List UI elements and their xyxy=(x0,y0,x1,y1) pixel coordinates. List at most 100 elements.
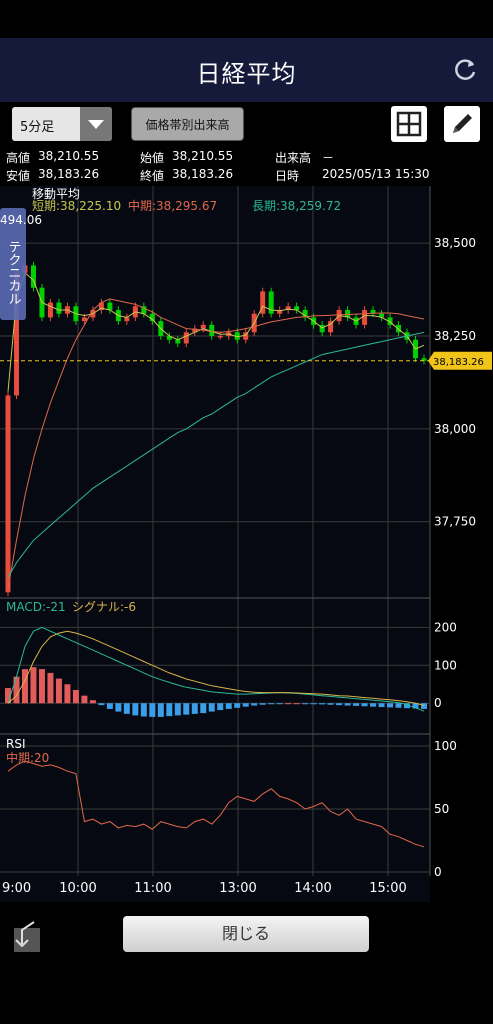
grid-icon[interactable] xyxy=(391,106,427,142)
macd-histogram-bar xyxy=(242,703,249,707)
high-label: 高値 xyxy=(6,151,31,165)
macd-histogram-bar xyxy=(302,703,309,705)
datetime-label: 日時 xyxy=(275,169,300,183)
candle xyxy=(319,324,325,333)
macd-histogram-bar xyxy=(268,703,275,705)
macd-histogram-bar xyxy=(132,703,139,716)
candle xyxy=(107,302,113,310)
candle xyxy=(370,310,376,314)
x-tick: 14:00 xyxy=(294,881,331,896)
macd-histogram-bar xyxy=(123,703,130,714)
rsi-label: RSI xyxy=(6,737,26,751)
macd-histogram-bar xyxy=(81,695,88,704)
macd-histogram-bar xyxy=(115,703,122,712)
pen-icon[interactable] xyxy=(444,106,480,142)
ma-mid-line xyxy=(7,298,425,589)
macd-line xyxy=(7,626,425,712)
macd-y-tick: 100 xyxy=(434,658,457,672)
low-value: 38,183.26 xyxy=(38,167,100,181)
macd-label: MACD:-21 xyxy=(6,600,66,614)
candle xyxy=(192,328,198,333)
macd-histogram-bar xyxy=(412,703,419,709)
chart-area[interactable]: 38,500 38,250 38,000 37,750 200 100 0 100 50 0 9:0… xyxy=(0,186,493,902)
back-icon[interactable] xyxy=(12,918,48,954)
macd-histogram-bar xyxy=(47,672,54,704)
candle xyxy=(285,306,291,310)
candle xyxy=(345,310,351,318)
macd-histogram-bar xyxy=(89,700,96,704)
macd-histogram-bar xyxy=(421,703,427,709)
price-y-tick: 38,500 xyxy=(434,236,476,250)
refresh-icon[interactable] xyxy=(451,56,479,84)
candle xyxy=(302,310,308,318)
macd-histogram-bar xyxy=(344,703,351,706)
price-y-tick: 38,250 xyxy=(434,329,476,343)
volume-by-price-button[interactable]: 価格帯別出来高 xyxy=(131,107,244,141)
macd-histogram-bar xyxy=(13,676,20,704)
macd-histogram-bar xyxy=(276,703,283,705)
last-price-tag: 38,183.26 xyxy=(428,351,492,370)
ma-long-label: 長期:38,259.72 xyxy=(252,199,341,213)
candle xyxy=(268,291,274,314)
x-tick: 10:00 xyxy=(59,881,96,896)
macd-histogram-bar xyxy=(361,703,368,707)
price-y-tick: 37,750 xyxy=(434,515,476,529)
macd-histogram-bar xyxy=(293,703,300,705)
candle xyxy=(379,313,385,318)
close-button[interactable]: 閉じる xyxy=(123,916,369,952)
macd-histogram-bar xyxy=(140,703,147,717)
candle xyxy=(234,332,240,340)
macd-histogram-bar xyxy=(327,703,334,705)
candle xyxy=(124,317,130,322)
macd-histogram-bar xyxy=(225,703,232,709)
macd-histogram-bar xyxy=(370,703,377,707)
low-label: 安値 xyxy=(6,169,31,183)
macd-histogram-bar xyxy=(64,684,71,704)
macd-histogram-bar xyxy=(336,703,343,706)
macd-histogram-bar xyxy=(21,669,28,704)
candle xyxy=(166,336,172,340)
candle xyxy=(13,272,19,396)
rsi-y-tick: 0 xyxy=(434,865,442,879)
page-title: 日経平均 xyxy=(196,60,297,88)
macd-histogram-bar xyxy=(378,703,385,708)
macd-histogram-bar xyxy=(55,678,62,704)
macd-histogram-bar xyxy=(353,703,360,706)
high-value: 38,210.55 xyxy=(38,149,100,163)
macd-histogram-bar xyxy=(5,688,11,704)
status-bar xyxy=(0,0,493,38)
candle xyxy=(362,310,368,325)
technical-tab-label: テクニカル xyxy=(6,240,21,305)
technical-tab[interactable]: 494.06 テクニカル xyxy=(0,208,42,320)
macd-histogram-bar xyxy=(98,703,105,706)
datetime-value: 2025/05/13 15:30 xyxy=(322,167,430,181)
close-label: 終値 xyxy=(140,169,165,183)
price-y-tick: 38,000 xyxy=(434,422,476,436)
rsi-line xyxy=(7,760,425,848)
macd-histogram-bar xyxy=(38,669,45,704)
macd-histogram-bar xyxy=(404,703,411,709)
macd-histogram-bar xyxy=(200,703,207,714)
candle xyxy=(396,324,402,333)
x-tick: 11:00 xyxy=(134,881,171,896)
open-value: 38,210.55 xyxy=(172,149,234,163)
volume-value: － xyxy=(322,151,335,165)
close-value: 38,183.26 xyxy=(172,167,234,181)
price-info: 高値 38,210.55 始値 38,210.55 出来高 － 安値 38,18… xyxy=(0,146,493,186)
x-tick: 13:00 xyxy=(219,881,256,896)
ma-long-line xyxy=(7,331,425,578)
macd-histogram-bar xyxy=(319,703,326,705)
macd-histogram-bar xyxy=(285,703,292,705)
candle xyxy=(217,336,223,338)
candle xyxy=(98,302,104,310)
interval-select[interactable]: 5分足 xyxy=(12,107,112,141)
macd-y-tick: 200 xyxy=(434,620,457,634)
signal-line xyxy=(7,630,425,706)
macd-histogram-bar xyxy=(183,703,190,715)
rsi-y-tick: 50 xyxy=(434,802,449,816)
macd-y-tick: 0 xyxy=(434,696,442,710)
candle xyxy=(200,324,206,329)
signal-label: シグナル:-6 xyxy=(72,600,136,614)
macd-histogram-bar xyxy=(157,703,164,717)
chart-svg[interactable]: 38,500 38,250 38,000 37,750 200 100 0 100 50 0 9:0… xyxy=(0,186,493,902)
